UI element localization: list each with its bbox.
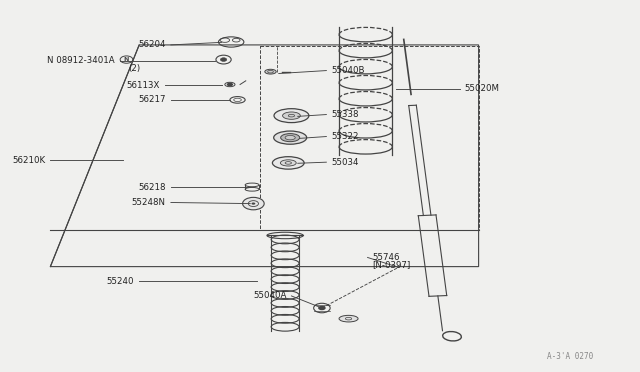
Text: 55338: 55338 bbox=[332, 110, 359, 119]
Ellipse shape bbox=[274, 109, 309, 123]
Text: N: N bbox=[124, 57, 129, 62]
Ellipse shape bbox=[283, 112, 300, 119]
Text: (2): (2) bbox=[129, 64, 140, 73]
Text: 55248N: 55248N bbox=[132, 198, 166, 207]
Ellipse shape bbox=[339, 315, 358, 322]
Circle shape bbox=[243, 198, 264, 210]
Text: N 08912-3401A: N 08912-3401A bbox=[47, 56, 115, 65]
Text: 55240: 55240 bbox=[107, 277, 134, 286]
Ellipse shape bbox=[285, 135, 295, 140]
Text: [N-0397]: [N-0397] bbox=[372, 260, 411, 269]
Text: 56113X: 56113X bbox=[126, 81, 159, 90]
Text: 56218: 56218 bbox=[138, 183, 166, 192]
Text: 55746: 55746 bbox=[372, 253, 400, 262]
Text: 55040B: 55040B bbox=[332, 66, 365, 75]
Text: 55322: 55322 bbox=[332, 132, 359, 141]
Ellipse shape bbox=[281, 134, 300, 142]
Circle shape bbox=[227, 83, 233, 86]
Circle shape bbox=[318, 306, 326, 310]
Circle shape bbox=[252, 202, 255, 205]
Circle shape bbox=[220, 58, 227, 61]
Text: 55034: 55034 bbox=[332, 158, 359, 167]
Text: 55040A: 55040A bbox=[253, 291, 286, 301]
Ellipse shape bbox=[265, 69, 276, 74]
Text: 56210K: 56210K bbox=[12, 156, 45, 165]
Text: 56217: 56217 bbox=[138, 95, 166, 105]
Text: 55020M: 55020M bbox=[465, 84, 500, 93]
Text: 56204: 56204 bbox=[138, 41, 166, 49]
Ellipse shape bbox=[273, 157, 304, 169]
Ellipse shape bbox=[274, 131, 307, 144]
Text: A-3'A 0270: A-3'A 0270 bbox=[547, 352, 594, 361]
Ellipse shape bbox=[280, 160, 296, 166]
